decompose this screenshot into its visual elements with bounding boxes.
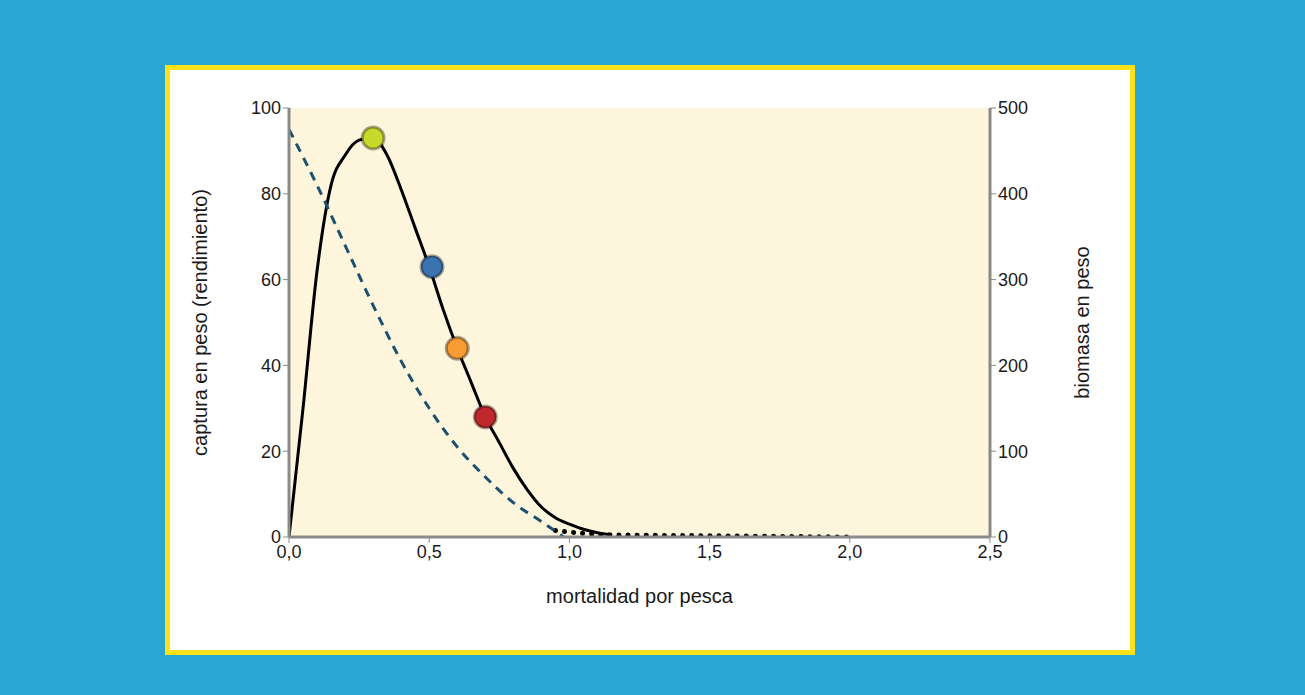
- svg-text:100: 100: [251, 98, 281, 118]
- svg-text:200: 200: [998, 356, 1028, 376]
- svg-text:2,0: 2,0: [837, 542, 862, 562]
- svg-text:0: 0: [271, 527, 281, 547]
- svg-text:0,5: 0,5: [417, 542, 442, 562]
- svg-text:mortalidad por pesca: mortalidad por pesca: [546, 585, 734, 607]
- svg-text:0: 0: [998, 527, 1008, 547]
- svg-text:captura en peso (rendimiento): captura en peso (rendimiento): [189, 189, 211, 456]
- svg-text:1,0: 1,0: [557, 542, 582, 562]
- svg-text:400: 400: [998, 184, 1028, 204]
- svg-text:1,5: 1,5: [697, 542, 722, 562]
- svg-text:60: 60: [261, 270, 281, 290]
- svg-text:500: 500: [998, 98, 1028, 118]
- svg-text:40: 40: [261, 356, 281, 376]
- svg-text:biomasa en peso: biomasa en peso: [1071, 246, 1093, 398]
- svg-text:80: 80: [261, 184, 281, 204]
- svg-text:2,5: 2,5: [977, 541, 1003, 562]
- svg-text:300: 300: [998, 270, 1028, 290]
- svg-text:0,0: 0,0: [276, 541, 302, 562]
- svg-text:100: 100: [998, 442, 1028, 462]
- svg-text:20: 20: [261, 442, 281, 462]
